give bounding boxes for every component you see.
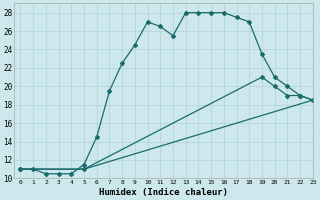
X-axis label: Humidex (Indice chaleur): Humidex (Indice chaleur) — [99, 188, 228, 197]
